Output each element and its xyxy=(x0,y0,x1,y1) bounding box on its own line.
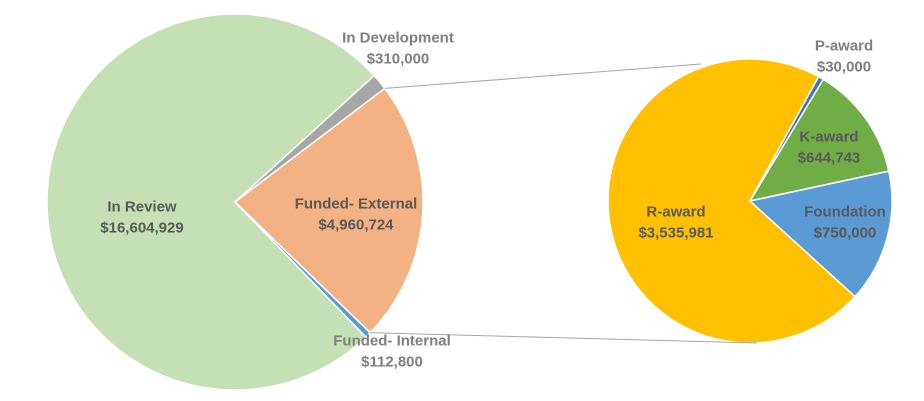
pie-slices-layer xyxy=(46,13,893,391)
connector-line-bottom xyxy=(370,332,758,344)
pie-slice-value-k-award: $644,743 xyxy=(798,150,861,167)
pie-slice-in-review xyxy=(46,13,375,391)
connector-lines-layer xyxy=(370,63,758,344)
pie-slice-value-in-development: $310,000 xyxy=(367,51,430,68)
pie-slice-name-k-award: K-award xyxy=(799,129,858,146)
pie-slice-value-p-award: $30,000 xyxy=(817,59,871,76)
slice-labels-layer: In Review $16,604,929 In Development $310,0… xyxy=(100,30,886,371)
pie-slice-name-r-award: R-award xyxy=(646,204,705,221)
pie-slice-name-p-award: P-award xyxy=(815,38,873,55)
pie-slice-r-award xyxy=(607,58,856,344)
pie-slice-value-foundation: $750,000 xyxy=(814,225,877,242)
pie-slice-name-foundation: Foundation xyxy=(804,204,886,221)
pie-slice-value-in-review: $16,604,929 xyxy=(100,220,183,237)
pie-slice-value-r-award: $3,535,981 xyxy=(638,225,713,242)
pie-slice-k-award xyxy=(749,78,890,202)
pie-slice-value-funded-external: $4,960,724 xyxy=(318,217,394,234)
pie-slice-name-funded-internal: Funded- Internal xyxy=(333,333,451,350)
pie-slice-funded-external xyxy=(234,87,424,334)
pie-slice-name-in-development: In Development xyxy=(342,30,454,47)
pie-slice-name-funded-external: Funded- External xyxy=(295,196,418,213)
pie-slice-foundation xyxy=(749,170,893,298)
connector-line-top xyxy=(384,63,702,89)
pie-slice-name-in-review: In Review xyxy=(107,199,177,216)
pie-slice-value-funded-internal: $112,800 xyxy=(361,354,423,371)
